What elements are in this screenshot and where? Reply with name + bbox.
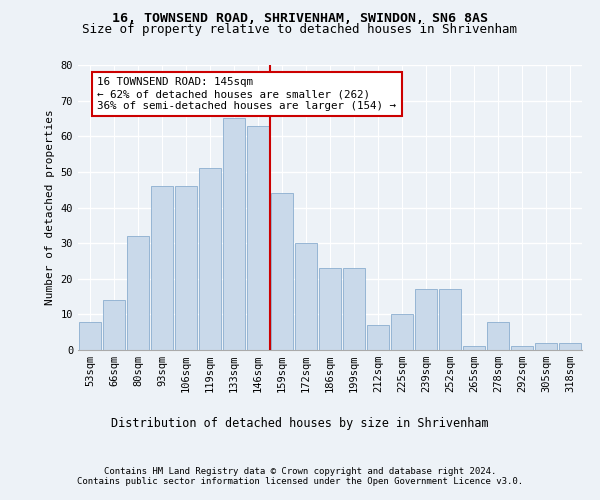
Bar bbox=[223, 118, 245, 350]
Bar bbox=[103, 300, 125, 350]
Text: Contains public sector information licensed under the Open Government Licence v3: Contains public sector information licen… bbox=[77, 477, 523, 486]
Text: Contains HM Land Registry data © Crown copyright and database right 2024.: Contains HM Land Registry data © Crown c… bbox=[104, 467, 496, 476]
Text: 16 TOWNSEND ROAD: 145sqm
← 62% of detached houses are smaller (262)
36% of semi-: 16 TOWNSEND ROAD: 145sqm ← 62% of detach… bbox=[97, 78, 396, 110]
Bar bbox=[463, 346, 485, 350]
Bar bbox=[295, 243, 317, 350]
Bar bbox=[535, 343, 557, 350]
Y-axis label: Number of detached properties: Number of detached properties bbox=[45, 110, 55, 306]
Bar bbox=[391, 314, 413, 350]
Text: Distribution of detached houses by size in Shrivenham: Distribution of detached houses by size … bbox=[111, 418, 489, 430]
Bar bbox=[319, 268, 341, 350]
Bar bbox=[151, 186, 173, 350]
Bar bbox=[175, 186, 197, 350]
Bar bbox=[271, 193, 293, 350]
Text: 16, TOWNSEND ROAD, SHRIVENHAM, SWINDON, SN6 8AS: 16, TOWNSEND ROAD, SHRIVENHAM, SWINDON, … bbox=[112, 12, 488, 26]
Text: Size of property relative to detached houses in Shrivenham: Size of property relative to detached ho… bbox=[83, 22, 517, 36]
Bar bbox=[127, 236, 149, 350]
Bar bbox=[511, 346, 533, 350]
Bar bbox=[415, 290, 437, 350]
Bar bbox=[487, 322, 509, 350]
Bar bbox=[439, 290, 461, 350]
Bar bbox=[247, 126, 269, 350]
Bar bbox=[559, 343, 581, 350]
Bar bbox=[79, 322, 101, 350]
Bar bbox=[199, 168, 221, 350]
Bar bbox=[367, 325, 389, 350]
Bar bbox=[343, 268, 365, 350]
